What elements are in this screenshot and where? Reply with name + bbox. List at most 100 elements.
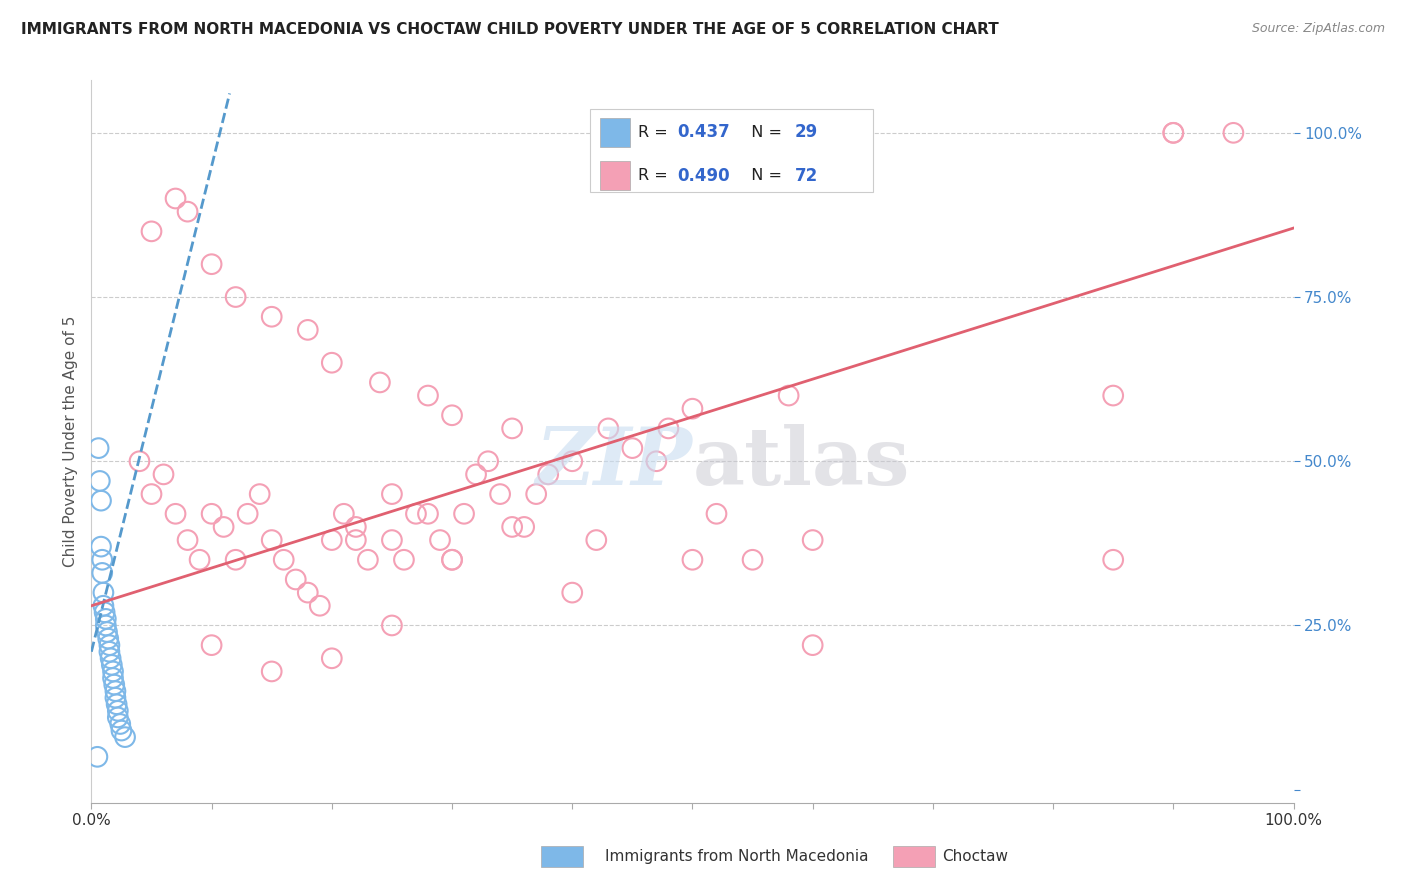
Point [176, 204, 198, 219]
Point [621, 441, 644, 455]
Point [381, 487, 404, 501]
Point [416, 507, 439, 521]
Point [201, 507, 224, 521]
Point [201, 257, 224, 271]
Text: ZIP: ZIP [536, 425, 692, 502]
Point [101, 665, 124, 679]
Text: 29: 29 [794, 123, 818, 142]
Point [801, 638, 824, 652]
Point [104, 684, 127, 698]
Point [176, 533, 198, 547]
Point [225, 290, 247, 304]
Point [101, 657, 124, 672]
Point [114, 730, 136, 744]
Point [89, 474, 111, 488]
Text: Choctaw: Choctaw [942, 849, 1008, 863]
Point [381, 533, 404, 547]
Point [561, 585, 583, 599]
Point [465, 467, 488, 482]
Point [141, 487, 163, 501]
Point [212, 520, 235, 534]
Point [98, 638, 121, 652]
Point [657, 421, 679, 435]
Point [141, 224, 163, 238]
Point [321, 356, 343, 370]
Point [97, 632, 120, 646]
Point [440, 553, 463, 567]
Point [201, 638, 224, 652]
Point [321, 533, 343, 547]
Text: N =: N = [741, 169, 787, 183]
Point [524, 487, 547, 501]
Point [801, 533, 824, 547]
Point [645, 454, 668, 468]
Point [90, 540, 112, 554]
Point [87, 441, 110, 455]
Point [741, 553, 763, 567]
Text: atlas: atlas [692, 425, 910, 502]
Point [101, 671, 124, 685]
Point [236, 507, 259, 521]
Point [165, 192, 187, 206]
Point [440, 409, 463, 423]
Point [152, 467, 174, 482]
Text: R =: R = [638, 125, 673, 140]
Point [416, 388, 439, 402]
FancyBboxPatch shape [600, 118, 630, 147]
Point [333, 507, 356, 521]
Point [440, 553, 463, 567]
Point [297, 323, 319, 337]
Point [1161, 126, 1184, 140]
FancyBboxPatch shape [600, 161, 630, 190]
Point [96, 625, 118, 640]
Point [90, 493, 112, 508]
Point [561, 454, 583, 468]
Point [681, 401, 703, 416]
Point [284, 573, 307, 587]
Point [98, 645, 121, 659]
Point [103, 677, 125, 691]
Text: Immigrants from North Macedonia: Immigrants from North Macedonia [605, 849, 868, 863]
Point [489, 487, 512, 501]
Text: Source: ZipAtlas.com: Source: ZipAtlas.com [1251, 22, 1385, 36]
Point [381, 618, 404, 632]
Point [165, 507, 187, 521]
Point [681, 553, 703, 567]
Point [477, 454, 499, 468]
Point [392, 553, 415, 567]
Point [110, 723, 132, 738]
Point [1222, 126, 1244, 140]
Point [537, 467, 560, 482]
Point [94, 618, 117, 632]
Point [513, 520, 536, 534]
Text: N =: N = [741, 125, 787, 140]
Point [368, 376, 391, 390]
Point [107, 704, 129, 718]
Point [260, 310, 283, 324]
Point [429, 533, 451, 547]
Point [598, 421, 620, 435]
Point [105, 698, 128, 712]
Point [1102, 553, 1125, 567]
Point [91, 553, 114, 567]
Point [706, 507, 728, 521]
Point [260, 665, 283, 679]
Point [86, 749, 108, 764]
Point [110, 717, 132, 731]
Point [321, 651, 343, 665]
Point [249, 487, 271, 501]
Point [225, 553, 247, 567]
Point [1161, 126, 1184, 140]
Point [94, 612, 117, 626]
Point [405, 507, 427, 521]
Point [93, 605, 115, 619]
Text: R =: R = [638, 169, 673, 183]
Point [93, 585, 115, 599]
Point [778, 388, 800, 402]
Point [297, 585, 319, 599]
Point [91, 566, 114, 580]
Point [501, 520, 523, 534]
Y-axis label: Child Poverty Under the Age of 5: Child Poverty Under the Age of 5 [62, 316, 77, 567]
Point [188, 553, 211, 567]
Point [107, 710, 129, 724]
